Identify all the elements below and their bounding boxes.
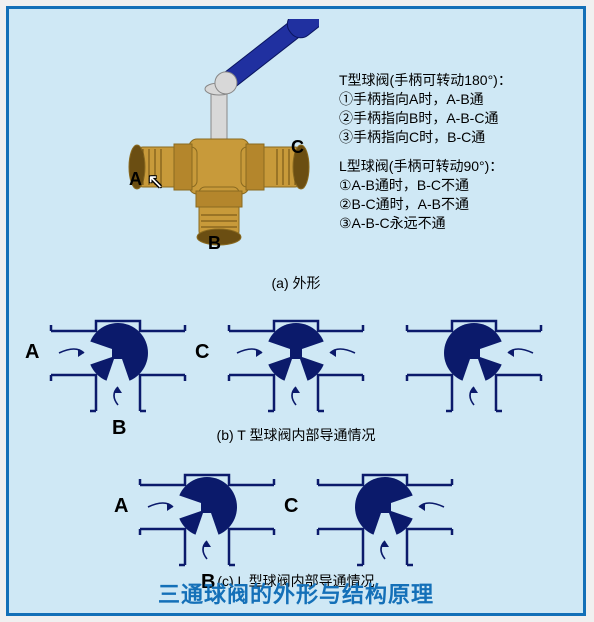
caption-b: (b) T 型球阀内部导通情况 — [9, 425, 583, 445]
page-title: 三通球阀的外形与结构原理 — [9, 577, 583, 609]
l-line1: ①A-B通时，B-C不通 — [339, 176, 512, 195]
diagram-port-label: A — [25, 341, 39, 364]
diagram-port-label: B — [112, 417, 126, 440]
l-line3: ③A-B-C永远不通 — [339, 214, 512, 233]
t-line1: ①手柄指向A时，A-B通 — [339, 90, 512, 109]
valve-photo — [119, 19, 319, 249]
photo-label-a: A — [129, 169, 142, 190]
caption-a: (a) 外形 — [9, 273, 583, 293]
description-text: T型球阀(手柄可转动180°)： ①手柄指向A时，A-B通 ②手柄指向B时，A-… — [339, 71, 512, 233]
row-l-diagrams: ACB — [9, 453, 583, 573]
diagram-port-label: C — [284, 495, 298, 518]
valve-diagram — [399, 299, 549, 419]
l-heading: L型球阀(手柄可转动90°)： — [339, 157, 512, 176]
t-line2: ②手柄指向B时，A-B-C通 — [339, 109, 512, 128]
valve-photo-svg — [119, 19, 319, 249]
l-line2: ②B-C通时，A-B不通 — [339, 195, 512, 214]
valve-diagram: ACB — [43, 299, 193, 419]
page-frame: A B C ↖ T型球阀(手柄可转动180°)： ①手柄指向A时，A-B通 ②手… — [6, 6, 586, 616]
photo-label-b: B — [208, 233, 221, 254]
valve-diagram — [310, 453, 460, 573]
t-line3: ③手柄指向C时，B-C通 — [339, 128, 512, 147]
t-heading: T型球阀(手柄可转动180°)： — [339, 71, 512, 90]
valve-diagram: ACB — [132, 453, 282, 573]
valve-diagram — [221, 299, 371, 419]
diagram-port-label: A — [114, 495, 128, 518]
photo-label-c: C — [291, 137, 304, 158]
row-t-diagrams: ACB — [9, 299, 583, 419]
diagram-port-label: C — [195, 341, 209, 364]
cursor-icon: ↖ — [147, 169, 164, 194]
